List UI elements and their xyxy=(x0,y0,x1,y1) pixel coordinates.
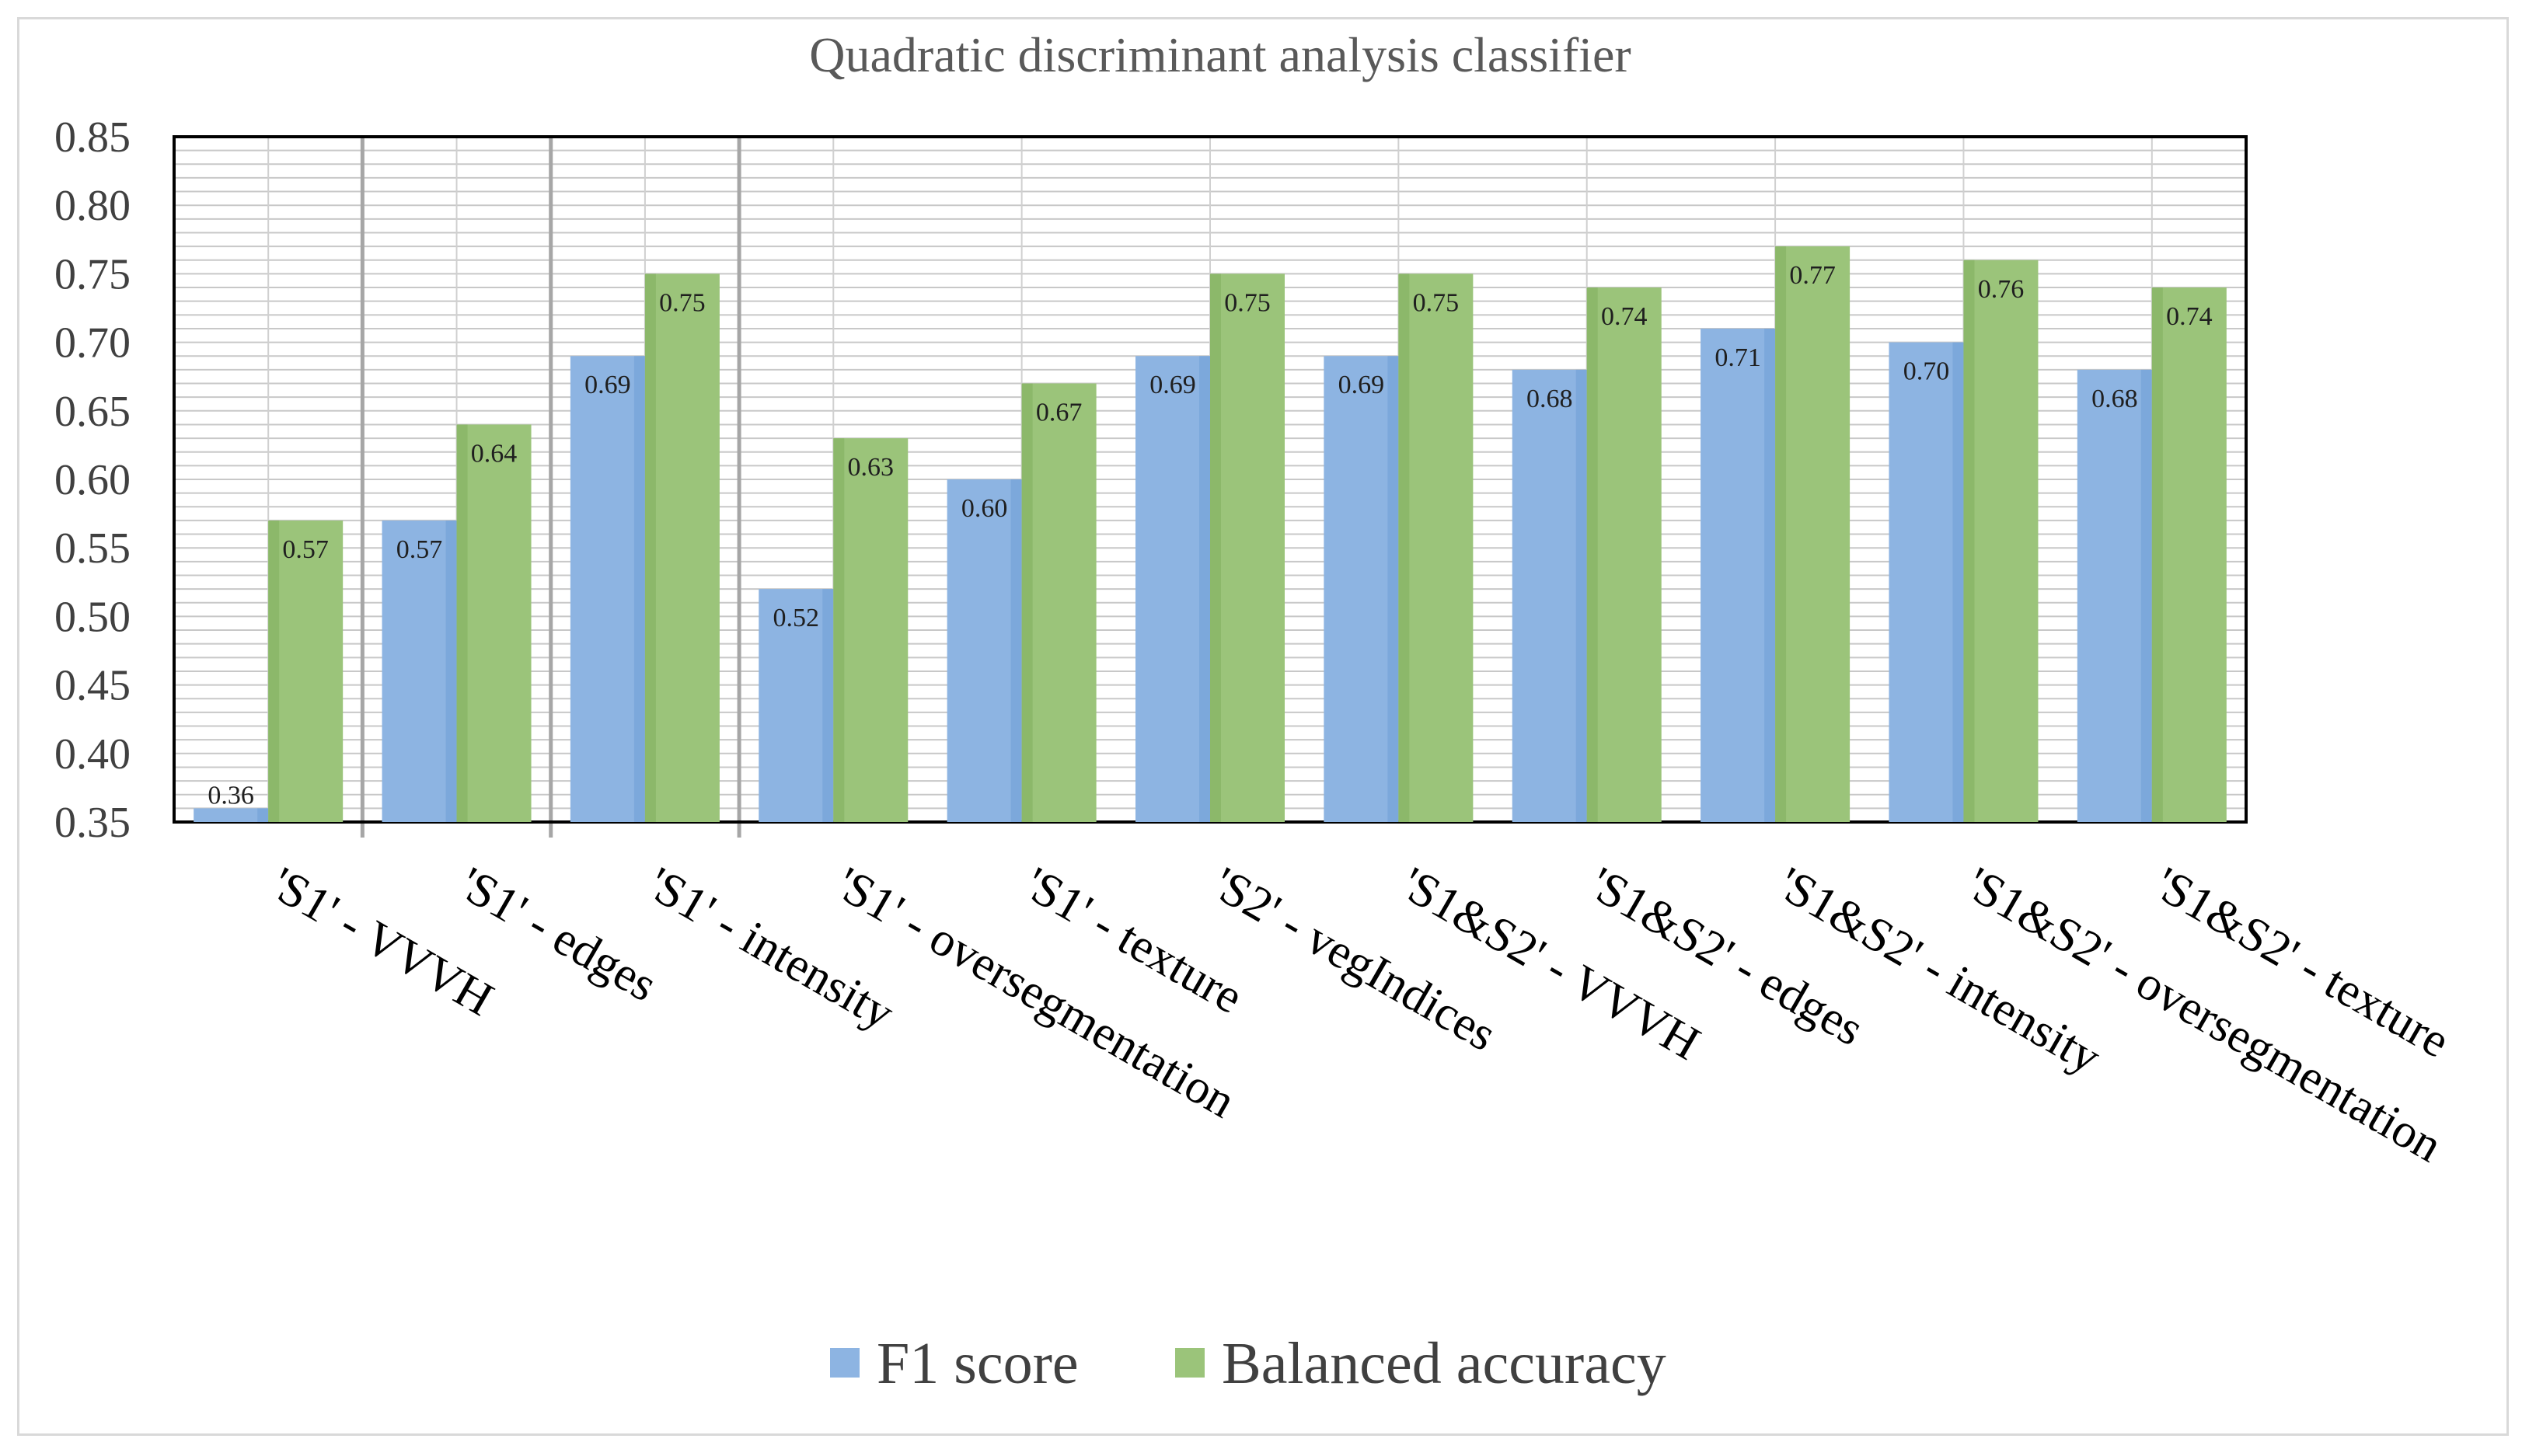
y-tick-label: 0.70 xyxy=(54,319,131,367)
bars xyxy=(194,246,2227,823)
bar-shade xyxy=(644,273,656,822)
data-label: 0.68 xyxy=(1526,385,1573,413)
axes: 0.35 0.40 0.45 0.50 0.55 0.60 0.65 0.70 0.75 0.80… xyxy=(54,113,2248,847)
bar-shade xyxy=(1199,356,1210,822)
bar-shade xyxy=(1387,356,1399,822)
legend-swatch-f1-score xyxy=(830,1348,860,1378)
bar-shade xyxy=(822,589,834,822)
data-label: 0.74 xyxy=(2166,302,2213,331)
legend-label-f1-score: F1 score xyxy=(877,1331,1079,1396)
bar-f1-score xyxy=(1889,342,1964,823)
bar-shade xyxy=(2140,369,2152,822)
bar-shade xyxy=(1398,273,1410,822)
bar-balanced-accuracy xyxy=(2151,287,2227,822)
x-category-label: 'S1&S2' - intensity xyxy=(1769,857,2109,1084)
bar-shade xyxy=(1021,383,1033,822)
bar-balanced-accuracy xyxy=(456,424,532,822)
bar-shade xyxy=(1210,273,1221,822)
bar-shade xyxy=(268,520,280,822)
data-label: 0.71 xyxy=(1714,343,1761,372)
data-label: 0.70 xyxy=(1903,357,1950,386)
data-label: 0.74 xyxy=(1601,302,1648,331)
bar-f1-score xyxy=(1512,369,1587,822)
bar-f1-score xyxy=(1135,356,1210,822)
y-tick-label: 0.45 xyxy=(54,662,131,710)
bar-f1-score xyxy=(2077,369,2152,822)
data-label: 0.69 xyxy=(1149,371,1196,399)
bar-balanced-accuracy xyxy=(1775,246,1851,822)
bar-shade xyxy=(445,520,457,822)
bar-shade xyxy=(1586,287,1598,822)
bar-f1-score xyxy=(947,479,1022,822)
bar-shade xyxy=(1952,342,1964,823)
bar-shade xyxy=(1775,246,1787,822)
bar-balanced-accuracy xyxy=(1210,273,1285,822)
data-label: 0.63 xyxy=(848,453,895,482)
bar-shade xyxy=(833,438,845,822)
y-tick-label: 0.65 xyxy=(54,388,131,436)
y-tick-label: 0.55 xyxy=(54,524,131,573)
bar-shade xyxy=(633,356,645,822)
bar-shade xyxy=(1010,479,1022,822)
data-label: 0.75 xyxy=(1413,288,1460,317)
bar-f1-score xyxy=(1324,356,1399,822)
bar-balanced-accuracy xyxy=(268,520,344,822)
data-label: 0.57 xyxy=(282,535,329,564)
legend: F1 score Balanced accuracy xyxy=(830,1331,1666,1396)
data-label: 0.52 xyxy=(773,604,820,632)
data-label: 0.76 xyxy=(1978,275,2025,304)
y-tick-label: 0.50 xyxy=(54,593,131,641)
bar-balanced-accuracy xyxy=(1398,273,1474,822)
data-label: 0.67 xyxy=(1036,399,1083,427)
bar-shade xyxy=(1764,328,1776,823)
bar-shade xyxy=(257,808,269,822)
data-label: 0.69 xyxy=(584,371,631,399)
bar-f1-score xyxy=(570,356,645,822)
data-labels: 0.36 0.57 0.69 0.52 0.60 0.69 0.69 0.68 0.71 0.70… xyxy=(208,261,2212,810)
data-label: 0.64 xyxy=(471,439,518,468)
y-tick-label: 0.80 xyxy=(54,182,131,230)
y-tick-label: 0.60 xyxy=(54,456,131,504)
bar-shade xyxy=(1963,260,1975,822)
bar-balanced-accuracy xyxy=(1586,287,1662,822)
data-label: 0.36 xyxy=(208,781,254,810)
bar-balanced-accuracy xyxy=(833,438,909,822)
data-label: 0.57 xyxy=(396,535,443,564)
data-label: 0.69 xyxy=(1338,371,1385,399)
bar-f1-score xyxy=(194,808,269,822)
bar-f1-score xyxy=(1701,328,1776,823)
chart-title: Quadratic discriminant analysis classifi… xyxy=(809,27,1631,82)
y-tick-label: 0.75 xyxy=(54,250,131,298)
legend-label-balanced-accuracy: Balanced accuracy xyxy=(1222,1331,1666,1396)
bar-balanced-accuracy xyxy=(644,273,720,822)
data-label: 0.68 xyxy=(2091,385,2138,413)
data-label: 0.60 xyxy=(961,494,1008,523)
bar-balanced-accuracy xyxy=(1963,260,2039,822)
bar-f1-score xyxy=(759,589,834,822)
bar-shade xyxy=(2151,287,2163,822)
data-label: 0.77 xyxy=(1789,261,1836,290)
category-labels: 'S1' - VVVH'S1' - edges'S1' - intensity'… xyxy=(262,857,2458,1172)
bar-shade xyxy=(456,424,468,822)
data-label: 0.75 xyxy=(659,288,706,317)
bar-f1-score xyxy=(382,520,457,822)
y-tick-label: 0.35 xyxy=(54,799,131,847)
y-tick-label: 0.85 xyxy=(54,113,131,162)
y-tick-label: 0.40 xyxy=(54,730,131,779)
bar-shade xyxy=(1575,369,1587,822)
legend-swatch-balanced-accuracy xyxy=(1175,1348,1205,1378)
data-label: 0.75 xyxy=(1224,288,1271,317)
bar-balanced-accuracy xyxy=(1021,383,1097,822)
